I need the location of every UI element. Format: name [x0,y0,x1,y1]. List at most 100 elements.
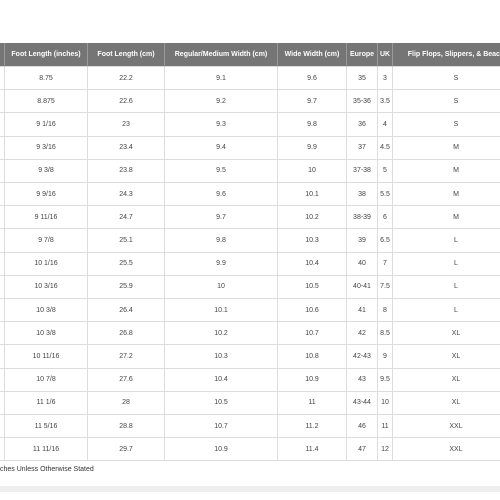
cell: XXL [393,438,500,462]
cell: 9.6 [278,67,347,91]
cell: 24.7 [88,206,165,230]
cell: 4 [378,113,393,137]
cell: L [393,276,500,299]
cell: 7 [378,252,393,276]
cell: 8.5 [378,322,393,346]
cell: XL [393,392,500,415]
cell: 36 [347,113,378,137]
cell: 10.3 [278,229,347,253]
cell: 28.8 [88,415,165,439]
cell: 9.1 [165,67,278,91]
cell: 9.5 [378,368,393,392]
cell: 9.7 [165,206,278,230]
cell: 10.5 [165,391,278,415]
cell: M [393,206,500,230]
cell [0,391,5,415]
cell: 10.1 [165,299,278,323]
cell: 9 3/8 [5,159,88,183]
cell: 27.6 [88,368,165,392]
header-cell: Flip Flops, Slippers, & Beach [393,43,500,67]
cell: 10.9 [278,368,347,392]
cell: 9 7/8 [5,229,88,253]
cell: 37-38 [347,159,378,183]
cell: 9.8 [165,229,278,253]
bottom-bar [0,486,500,492]
cell: 11.2 [278,415,347,439]
cell: 25.5 [88,252,165,276]
cell: 9.6 [165,183,278,207]
cell: 9 3/16 [5,136,88,160]
cell: 25.1 [88,229,165,253]
cell: 9.2 [165,90,278,114]
cell: 10 1/16 [5,252,88,276]
cell [0,113,5,137]
footer-note: ches Unless Otherwise Stated [0,466,94,473]
cell: 12 [378,438,393,462]
cell: 42 [347,322,378,346]
cell: 10.5 [278,275,347,299]
cell: 8.875 [5,90,88,114]
cell: 10 3/8 [5,299,88,323]
cell [0,90,5,114]
header-cell: Foot Length (inches) [5,43,88,67]
cell: 11 1/6 [5,391,88,415]
cell [0,206,5,230]
cell: 37 [347,136,378,160]
cell: 10.8 [278,345,347,369]
cell [0,159,5,183]
header-cell: Wide Width (cm) [278,43,347,67]
cell [0,183,5,207]
cell: 10 [278,159,347,183]
cell: 9.9 [165,252,278,276]
cell: 7.5 [378,275,393,299]
cell: 8 [378,299,393,323]
cell: 23.4 [88,136,165,160]
cell: 9 [378,345,393,369]
cell: 43-44 [347,391,378,415]
cell: 10.4 [165,368,278,392]
cell [0,252,5,276]
cell: 9.7 [278,90,347,114]
cell: 27.2 [88,345,165,369]
cell: 40-41 [347,275,378,299]
cell: 39 [347,229,378,253]
cell: 9.8 [278,113,347,137]
cell: 24.3 [88,183,165,207]
cell: 10 [165,275,278,299]
cell: 10.2 [165,322,278,346]
cell: 10.7 [278,322,347,346]
header-cell: UK [378,43,393,67]
cell: 10.4 [278,252,347,276]
cell: 25.9 [88,275,165,299]
cell: 4.5 [378,136,393,160]
header-cell [0,43,5,67]
cell: L [393,253,500,276]
cell [0,322,5,346]
cell: 40 [347,252,378,276]
cell: 6.5 [378,229,393,253]
cell: 26.4 [88,299,165,323]
cell: 11.4 [278,438,347,462]
cell: 10.2 [278,206,347,230]
cell [0,415,5,439]
cell: 35 [347,67,378,91]
header-cell: Europe [347,43,378,67]
cell: 3.5 [378,90,393,114]
cell: 23.8 [88,159,165,183]
cell: 10.7 [165,415,278,439]
cell: 10.1 [278,183,347,207]
cell: S [393,90,500,114]
cell: 5.5 [378,183,393,207]
cell: 47 [347,438,378,462]
cell: 29.7 [88,438,165,462]
cell: 9 11/16 [5,206,88,230]
cell [0,136,5,160]
cell: 9 9/16 [5,183,88,207]
cell: 38 [347,183,378,207]
cell: 41 [347,299,378,323]
cell: 9.5 [165,159,278,183]
cell: S [393,113,500,137]
cell: 8.75 [5,67,88,91]
cell: 10.9 [165,438,278,462]
